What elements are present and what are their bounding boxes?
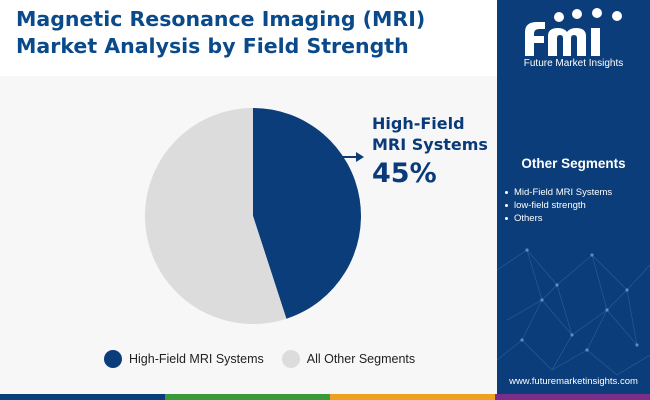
title-line-1: Magnetic Resonance Imaging (MRI) <box>16 7 426 31</box>
legend-swatch-other <box>281 350 300 368</box>
list-item: Mid-Field MRI Systems <box>505 186 612 199</box>
title-line-2: Market Analysis by Field Strength <box>16 34 409 58</box>
callout-label-line-2: MRI Systems <box>372 135 488 154</box>
legend-item-high-field: High-Field MRI Systems <box>104 350 264 368</box>
callout-arrow-icon <box>356 152 364 162</box>
bottom-bar-segment <box>0 394 165 400</box>
pie-slice-high-field <box>253 108 361 319</box>
pie-chart <box>145 108 364 324</box>
bottom-color-bar <box>0 394 650 400</box>
bottom-bar-segment <box>495 394 650 400</box>
fmi-logo-icon <box>525 8 622 56</box>
legend: High-Field MRI Systems All Other Segment… <box>104 348 415 370</box>
list-item: low-field strength <box>505 199 612 212</box>
legend-swatch-high-field <box>104 350 122 368</box>
chart-area <box>0 76 497 394</box>
brand-name: Future Market Insights <box>523 58 624 69</box>
chart-title: Magnetic Resonance Imaging (MRI) Market … <box>16 6 486 60</box>
sidebar: Future Market Insights Other Segments Mi… <box>497 0 650 394</box>
other-segments-title: Other Segments <box>521 156 626 171</box>
callout-label-line-1: High-Field <box>372 114 465 133</box>
list-item: Others <box>505 212 612 225</box>
callout-value: 45% <box>372 158 437 189</box>
other-segments-list: Mid-Field MRI Systems low-field strength… <box>505 186 612 225</box>
legend-label-high-field: High-Field MRI Systems <box>129 352 264 366</box>
pie-slice-other <box>145 108 287 324</box>
website-link[interactable]: www.futuremarketinsights.com <box>509 376 638 387</box>
bottom-bar-segment <box>330 394 495 400</box>
legend-item-other: All Other Segments <box>281 350 416 368</box>
legend-label-other: All Other Segments <box>306 352 416 366</box>
network-pattern-icon <box>497 248 650 376</box>
bottom-bar-segment <box>165 394 330 400</box>
callout-label: High-Field MRI Systems 45% <box>372 113 497 191</box>
